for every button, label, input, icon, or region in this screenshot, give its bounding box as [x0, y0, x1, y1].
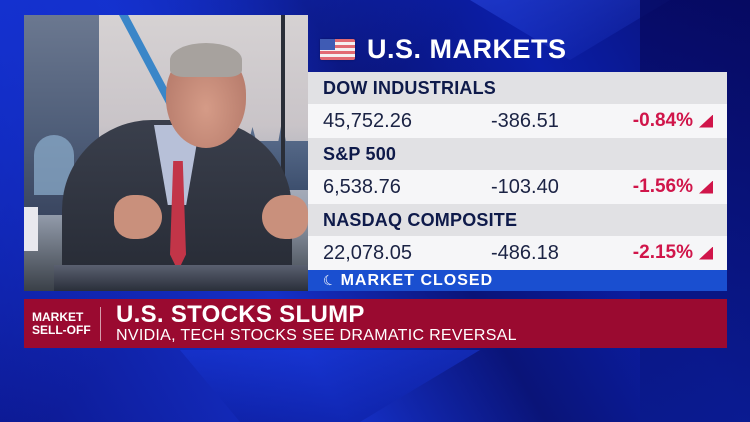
us-flag-icon	[320, 38, 355, 60]
index-change: -386.51	[491, 109, 559, 132]
market-status-bar: ☾ MARKET CLOSED	[308, 270, 727, 291]
anchor-hair	[170, 43, 242, 77]
markets-panel-title: U.S. MARKETS	[367, 33, 567, 64]
moon-icon: ☾	[320, 270, 339, 290]
index-values-sp500: 6,538.76 -103.40 -1.56%	[308, 170, 727, 204]
anchor-tie	[170, 161, 186, 271]
index-price: 6,538.76	[323, 175, 401, 198]
anchor-right-hand	[262, 195, 308, 239]
markets-panel: DOW INDUSTRIALS 45,752.26 -386.51 -0.84%…	[308, 72, 727, 291]
index-values-nasdaq: 22,078.05 -486.18 -2.15%	[308, 236, 727, 270]
studio-pillar	[281, 15, 285, 275]
index-pct-change: -2.15%	[632, 242, 693, 263]
banner-divider	[100, 306, 101, 341]
segment-tag: MARKET SELL-OFF	[24, 309, 100, 337]
down-arrow-icon	[699, 180, 713, 194]
segment-tag-line2: SELL-OFF	[32, 322, 91, 337]
anchor-left-hand	[114, 195, 162, 239]
headline-block: U.S. STOCKS SLUMP NVIDIA, TECH STOCKS SE…	[116, 302, 517, 345]
down-arrow-icon	[699, 114, 713, 128]
markets-panel-header: U.S. MARKETS	[320, 33, 567, 65]
index-name-sp500: S&P 500	[308, 138, 727, 170]
index-change: -103.40	[491, 175, 559, 198]
subheadline: NVIDIA, TECH STOCKS SEE DRAMATIC REVERSA…	[116, 327, 517, 344]
headline: U.S. STOCKS SLUMP	[116, 301, 365, 328]
index-name-nasdaq: NASDAQ COMPOSITE	[308, 204, 727, 236]
market-status-label: MARKET CLOSED	[340, 271, 494, 289]
anchor-video-frame	[24, 15, 308, 291]
index-price: 45,752.26	[323, 109, 412, 132]
down-arrow-icon	[699, 246, 713, 260]
news-desk	[54, 265, 308, 291]
index-name-dow: DOW INDUSTRIALS	[308, 72, 727, 104]
index-price: 22,078.05	[323, 241, 412, 264]
lower-third-banner: MARKET SELL-OFF U.S. STOCKS SLUMP NVIDIA…	[24, 299, 727, 348]
index-pct-change: -1.56%	[632, 176, 693, 197]
index-change: -486.18	[491, 241, 559, 264]
studio-screen	[24, 207, 38, 251]
index-values-dow: 45,752.26 -386.51 -0.84%	[308, 104, 727, 138]
segment-tag-line1: MARKET	[32, 309, 84, 324]
index-pct-change: -0.84%	[632, 110, 693, 131]
